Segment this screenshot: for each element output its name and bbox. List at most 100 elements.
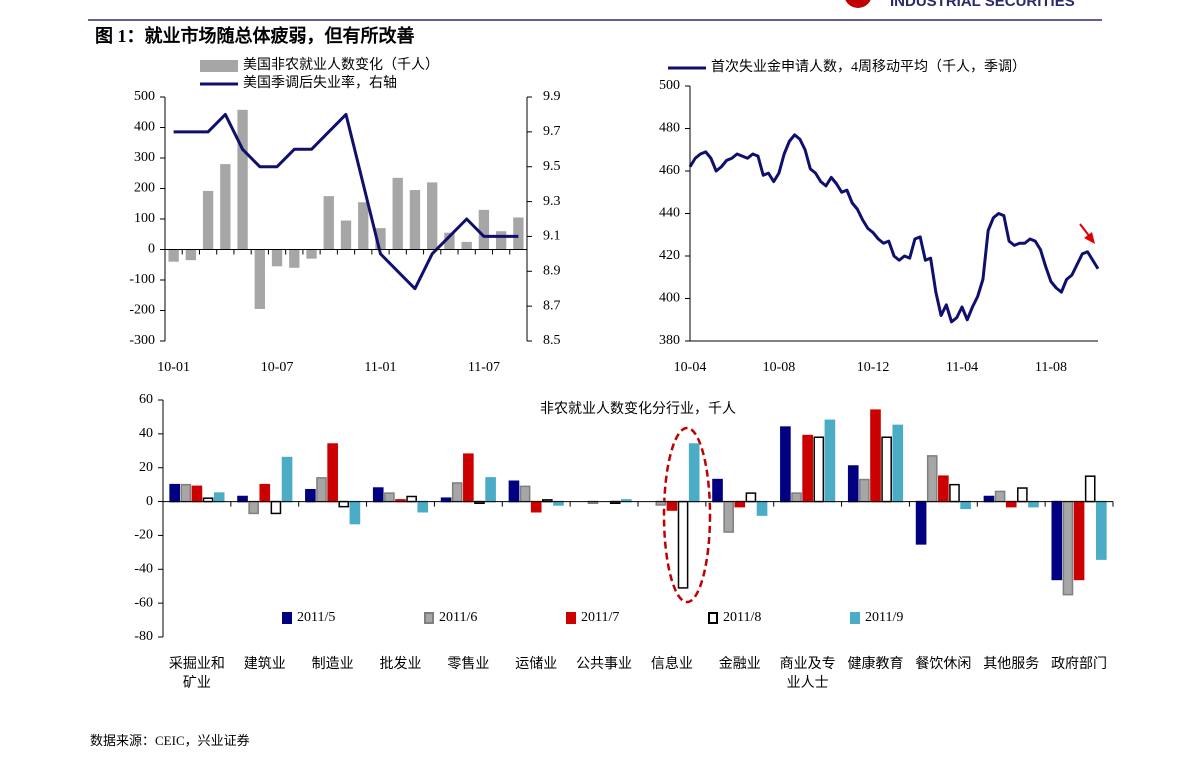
bar	[745, 492, 757, 503]
x-tick-label: 10-01	[157, 360, 190, 375]
y2-tick-label: 8.5	[543, 333, 561, 348]
bar	[892, 424, 904, 503]
y-tick-label: 200	[134, 181, 155, 196]
x-tick-label: 11-08	[1035, 360, 1067, 375]
x-tick-label: 11-07	[468, 360, 500, 375]
bar	[485, 477, 496, 503]
bar	[1005, 500, 1017, 508]
y2-tick-label: 9.1	[543, 229, 561, 244]
bar	[915, 500, 927, 545]
x-tick-label: 10-07	[261, 360, 294, 375]
bar	[202, 190, 214, 250]
bar	[802, 434, 813, 503]
bar	[881, 436, 892, 503]
x-tick-label: 建筑业	[243, 657, 286, 672]
bar	[270, 500, 282, 515]
y2-tick-label: 9.7	[543, 124, 561, 139]
bar	[349, 500, 361, 525]
legend-label: 美国季调后失业率，右轴	[243, 74, 397, 91]
bar	[305, 488, 316, 503]
bar	[409, 190, 421, 250]
legend-label: 2011/7	[581, 610, 619, 625]
bar	[666, 500, 678, 511]
bar	[655, 500, 667, 506]
bar	[813, 436, 825, 503]
bar	[338, 500, 350, 508]
bar	[1028, 500, 1039, 508]
bar	[938, 475, 949, 503]
bar	[316, 477, 327, 503]
bar	[463, 453, 474, 503]
bar	[926, 455, 938, 503]
bar	[847, 465, 859, 503]
bar	[237, 109, 248, 250]
bar	[994, 490, 1006, 503]
bar	[508, 480, 520, 503]
page-title: 图 1：就业市场随总体疲弱，但有所改善	[95, 25, 415, 46]
bar	[406, 495, 417, 503]
x-tick-label: 批发业	[379, 657, 422, 672]
y-tick-label: 0	[148, 242, 155, 257]
bar	[180, 483, 192, 503]
legend-swatch	[282, 612, 292, 624]
bar	[237, 495, 248, 503]
legend-label: 2011/9	[865, 610, 903, 625]
bar	[323, 196, 334, 250]
legend-swatch	[424, 612, 434, 624]
bar	[213, 492, 225, 503]
y-tick-label: 500	[659, 78, 680, 93]
bar	[169, 483, 180, 503]
bar	[983, 495, 995, 503]
bar	[859, 478, 870, 503]
x-tick-label: 餐饮休闲	[915, 657, 972, 672]
bar	[519, 485, 531, 503]
bar	[949, 483, 960, 503]
bar	[1096, 500, 1107, 560]
bar	[259, 483, 271, 503]
x-tick-label: 10-04	[674, 360, 707, 375]
bar	[677, 500, 689, 589]
x-tick-label: 其他服务	[983, 657, 1040, 672]
legend-swatch	[850, 612, 860, 624]
y-tick-label: -60	[134, 595, 153, 610]
bar	[960, 500, 971, 510]
y-tick-label: 420	[659, 248, 680, 263]
y2-tick-label: 8.9	[543, 264, 561, 279]
x-tick-label: 10-08	[763, 360, 796, 375]
bar	[513, 217, 524, 250]
y2-tick-label: 9.9	[543, 89, 561, 104]
x-tick-label: 政府部门	[1051, 657, 1108, 672]
y-tick-label: 20	[139, 460, 153, 475]
line-series	[688, 133, 1100, 324]
bar	[168, 249, 179, 262]
bar	[1073, 500, 1085, 581]
bar	[440, 497, 452, 503]
bar	[870, 409, 881, 503]
y-tick-label: 500	[134, 89, 155, 104]
y-tick-label: 0	[146, 494, 153, 509]
bar	[202, 497, 214, 503]
x-tick-label: 11-01	[364, 360, 396, 375]
bar	[723, 500, 734, 533]
bar	[1084, 475, 1096, 503]
bar	[372, 487, 384, 503]
bar	[1051, 500, 1063, 581]
bar	[530, 500, 542, 513]
y-tick-label: -200	[129, 303, 155, 318]
bar	[185, 249, 197, 261]
y-tick-label: 440	[659, 206, 680, 221]
logo-mark	[845, 0, 871, 8]
y-tick-label: -40	[134, 562, 153, 577]
y-tick-label: -20	[134, 528, 153, 543]
bar	[451, 482, 463, 503]
bar	[478, 209, 490, 250]
bar	[327, 443, 338, 503]
legend-label: 2011/8	[723, 610, 761, 625]
chart-title: 非农就业人数变化分行业，千人	[540, 401, 736, 417]
y-tick-label: -80	[134, 629, 153, 644]
bar	[688, 443, 700, 503]
x-tick-label: 金融业	[718, 657, 761, 672]
bar	[824, 419, 836, 503]
